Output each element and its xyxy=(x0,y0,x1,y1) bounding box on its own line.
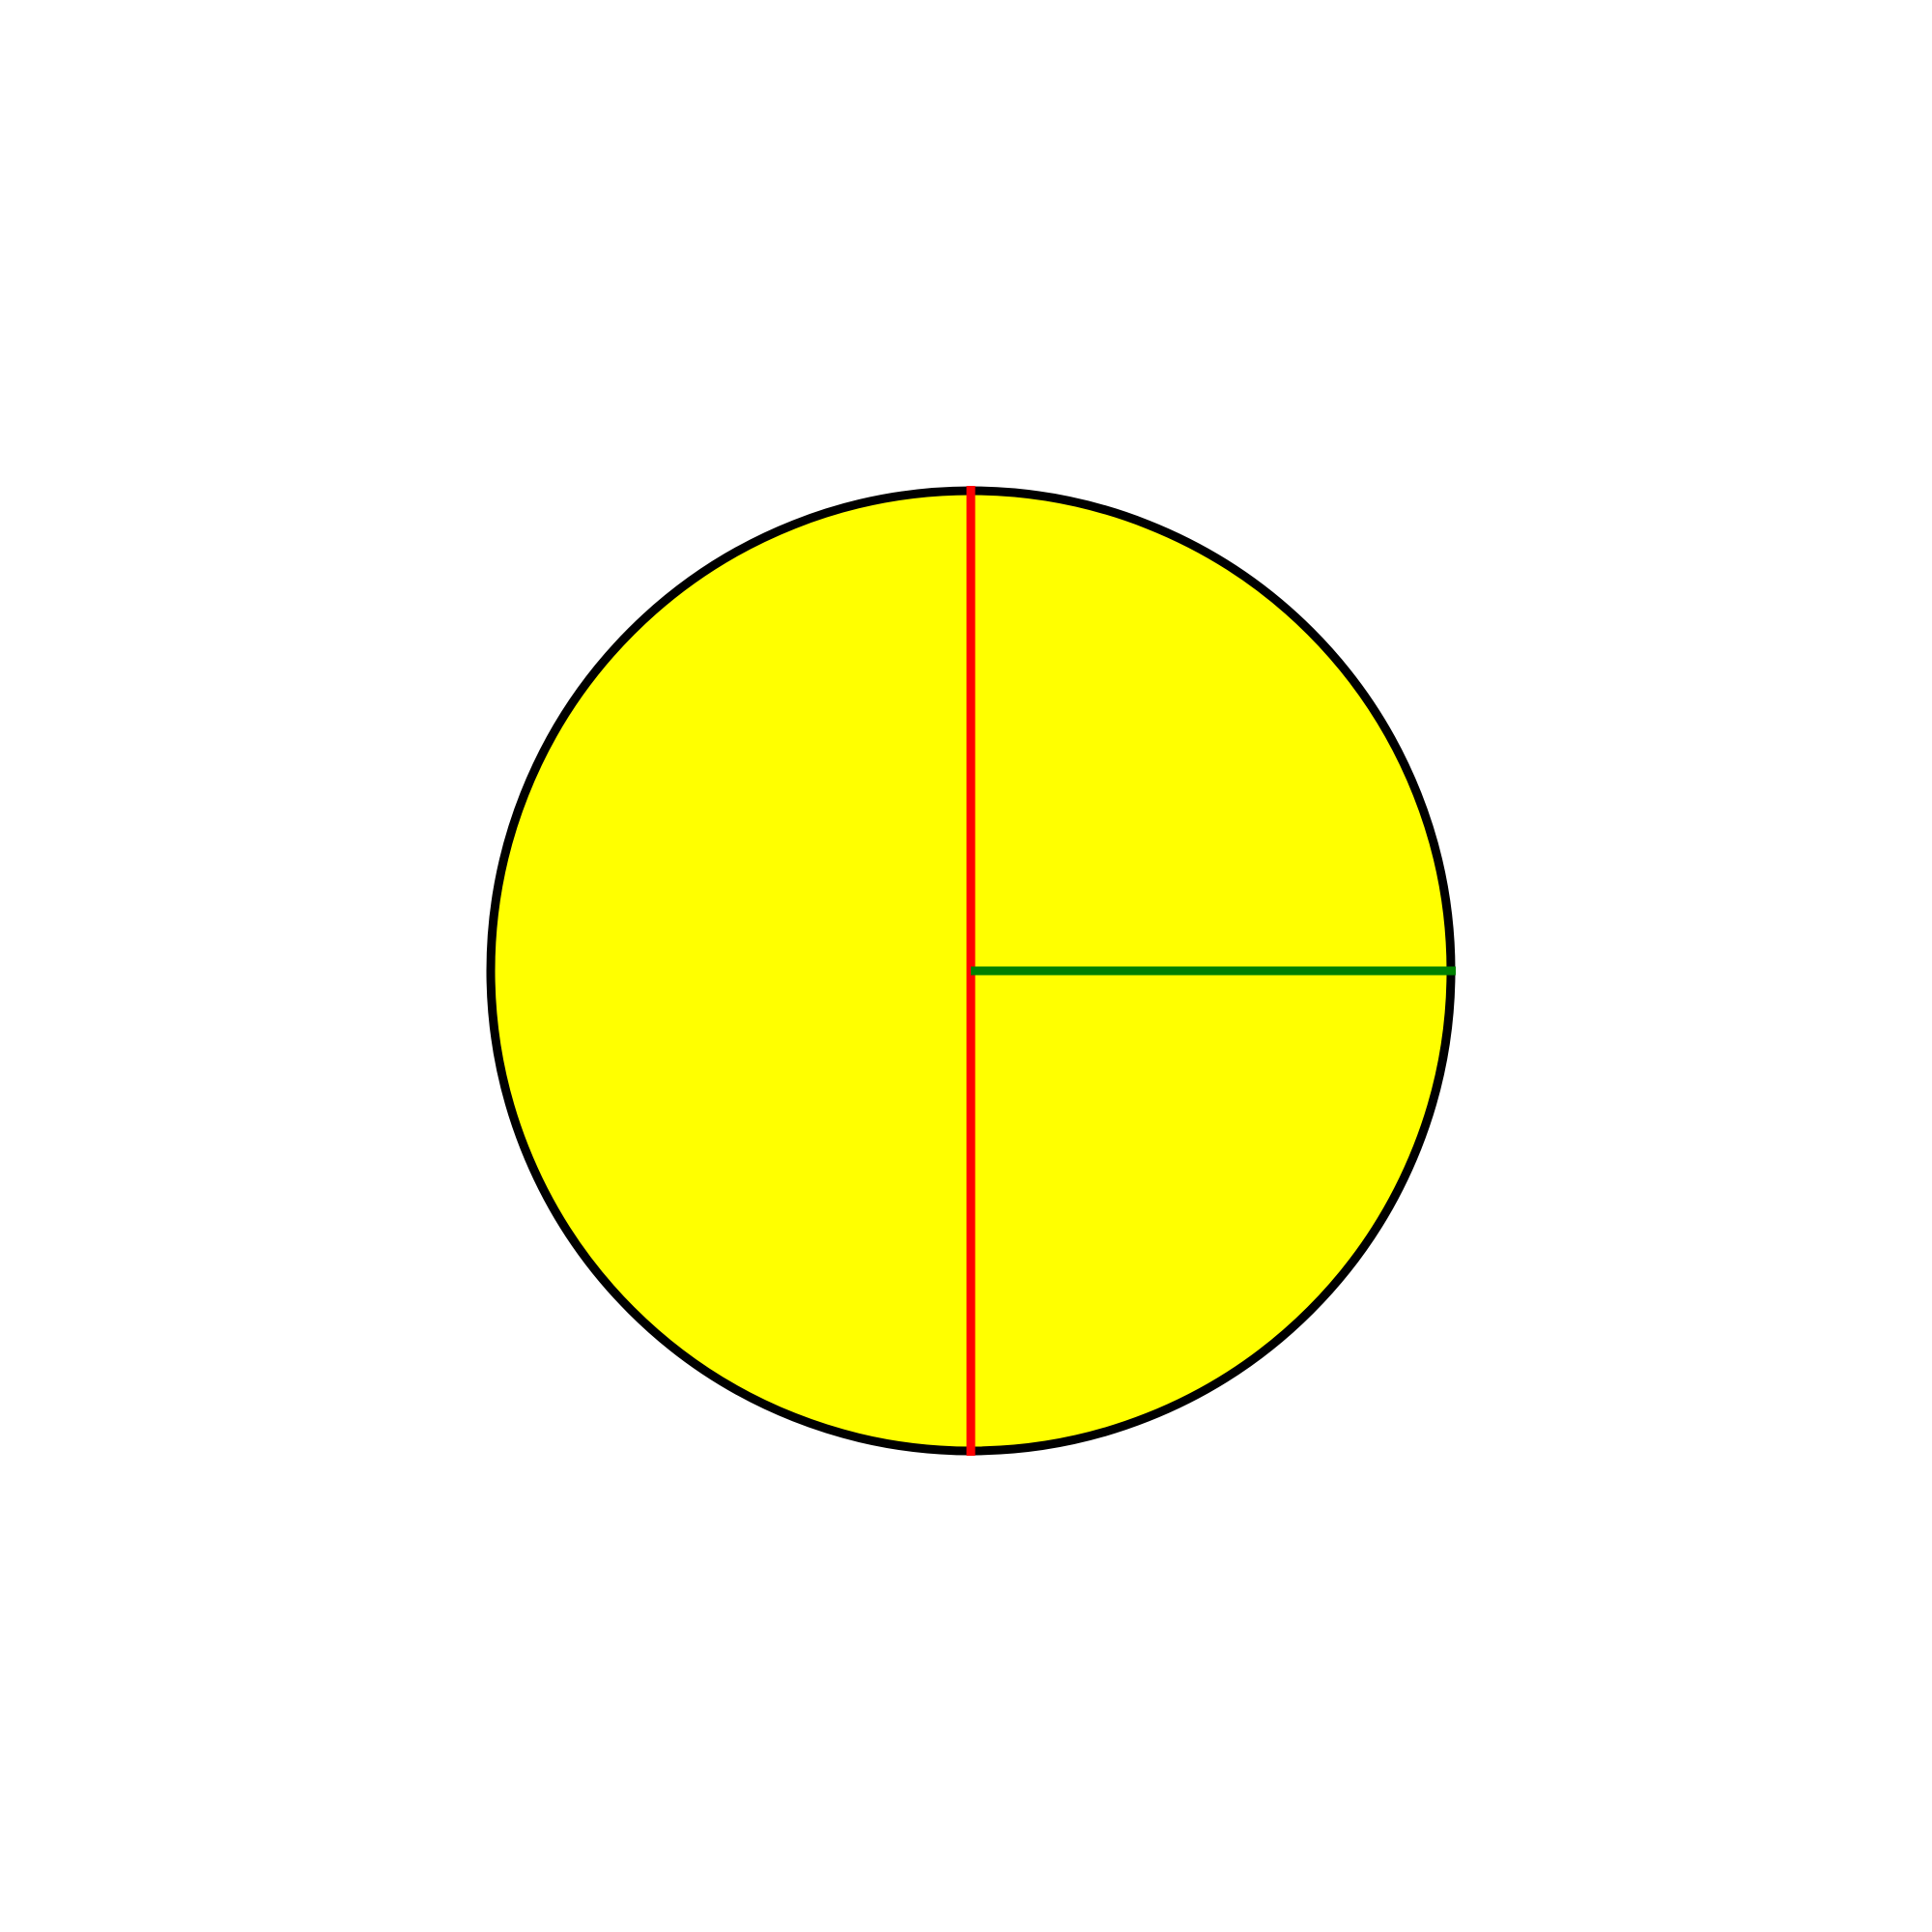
circle-diagram xyxy=(486,486,1456,1456)
